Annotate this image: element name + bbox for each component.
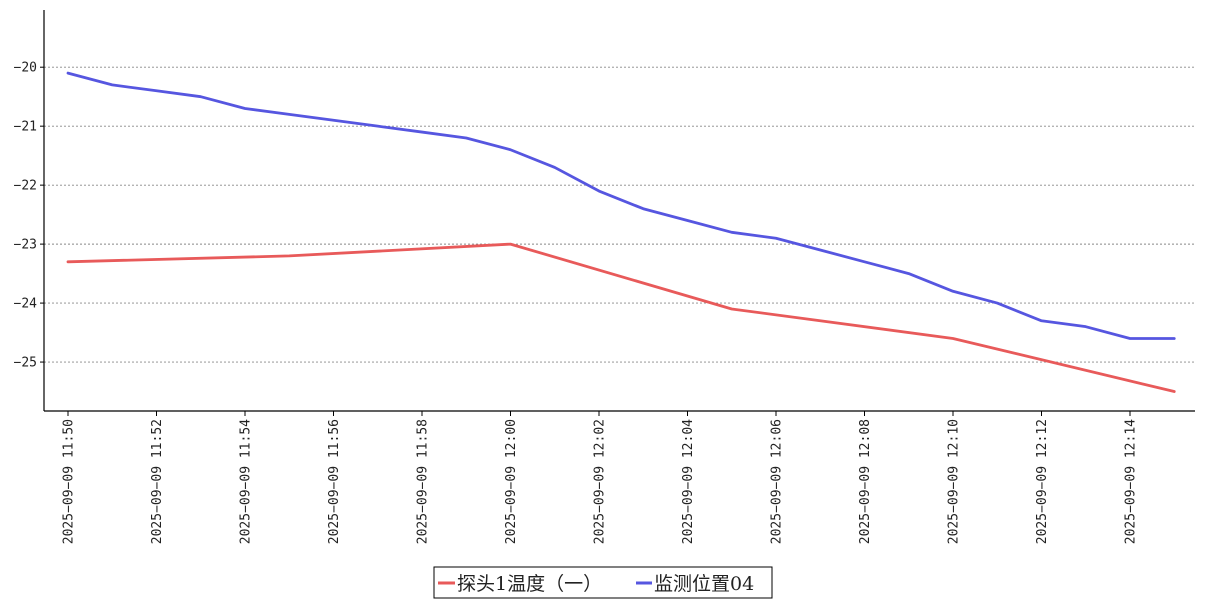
x-tick-label: 2025−09−09 12:10 — [947, 419, 962, 544]
x-axis-ticks: 2025−09−09 11:50 2025−09−09 11:52 2025−09−… — [62, 411, 1139, 544]
y-tick-label: −25 — [14, 356, 37, 371]
legend-label[interactable]: 探头1温度（一） — [457, 573, 602, 595]
x-tick-label: 2025−09−09 11:58 — [416, 419, 431, 544]
x-tick-label: 2025−09−09 12:12 — [1035, 419, 1050, 544]
y-tick-label: −22 — [14, 179, 37, 194]
y-tick-label: −21 — [14, 120, 37, 135]
x-tick-label: 2025−09−09 12:04 — [681, 419, 696, 544]
y-tick-label: −23 — [14, 238, 37, 253]
x-tick-label: 2025−09−09 12:00 — [504, 419, 519, 544]
x-tick-label: 2025−09−09 12:02 — [593, 419, 608, 544]
x-tick-label: 2025−09−09 11:50 — [62, 419, 77, 544]
series-lines — [66, 71, 1176, 393]
x-tick-label: 2025−09−09 11:54 — [239, 419, 254, 544]
x-tick-label: 2025−09−09 11:56 — [327, 419, 342, 544]
x-tick-label: 2025−09−09 11:52 — [150, 419, 165, 544]
x-tick-label: 2025−09−09 12:14 — [1124, 419, 1139, 544]
legend-box — [433, 566, 773, 599]
series-line-2 — [66, 71, 1176, 340]
grid-lines — [44, 66, 1195, 363]
y-axis-ticks: −20 −21 −22 −23 −24 −25 — [14, 61, 44, 371]
x-tick-label: 2025−09−09 12:08 — [858, 419, 873, 544]
y-tick-label: −20 — [14, 61, 37, 76]
x-tick-label: 2025−09−09 12:06 — [770, 419, 785, 544]
legend-label[interactable]: 监测位置04 — [654, 573, 754, 595]
y-tick-label: −24 — [14, 297, 38, 312]
legend[interactable]: 探头1温度（一） 监测位置04 — [433, 566, 773, 599]
series-line-1 — [66, 242, 1176, 393]
